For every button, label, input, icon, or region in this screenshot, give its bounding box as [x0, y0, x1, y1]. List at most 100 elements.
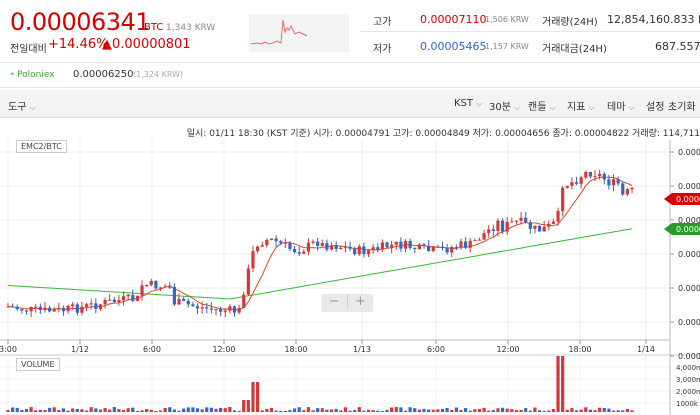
candle-body [473, 240, 477, 242]
low-krw: 1,157 KRW [485, 42, 529, 51]
candle-body [464, 241, 468, 248]
volume-bar [537, 410, 542, 412]
candle-body [38, 306, 42, 311]
time-tick-label: 3:00 [0, 345, 17, 354]
volume-bar [353, 410, 357, 412]
candle-body [496, 220, 500, 231]
volume-bar [283, 410, 287, 412]
volume-bar [297, 407, 301, 412]
time-tick-label: 1/12 [71, 345, 89, 354]
volume-bar [611, 410, 616, 412]
candle-body [103, 300, 107, 305]
volume-bar [52, 407, 56, 412]
volume-bar [574, 410, 579, 412]
candle-body [214, 309, 218, 311]
interval-label: 30분 [489, 102, 511, 113]
volume-bars-layer [6, 356, 634, 412]
candle-body [98, 304, 103, 309]
candle-body [177, 298, 181, 305]
candle-body [561, 187, 565, 211]
sparkline-chart [249, 14, 349, 52]
volume-bar [450, 409, 454, 412]
sparkline-svg [250, 19, 308, 45]
volume-bar [195, 408, 200, 412]
chevron-down-icon: ⌵ [29, 103, 36, 112]
candle-body [135, 295, 140, 301]
low-value: 0.00005465 [420, 40, 487, 53]
interval-select[interactable]: 30분 ⌵ [489, 98, 520, 113]
candle-body [607, 179, 611, 186]
volume-bar [602, 407, 606, 412]
volume-bar [265, 408, 269, 412]
exchange-price: 0.00006250 [73, 69, 134, 80]
candle-body [505, 221, 509, 232]
volume-bar [306, 407, 311, 412]
settings-button[interactable]: 설정 [646, 102, 665, 113]
candle-body [274, 238, 278, 242]
candle-body [602, 173, 606, 180]
candle-body [450, 246, 454, 253]
volume-bar [593, 410, 597, 412]
candle-body [43, 307, 47, 311]
candle-body [510, 221, 514, 223]
candle-body [584, 171, 588, 178]
volume-bar [607, 408, 611, 412]
candle-body [422, 244, 426, 246]
volume-bar [579, 409, 583, 412]
timezone-label: KST [454, 98, 474, 109]
candle-body [145, 285, 149, 287]
time-tick-label: 6:00 [143, 345, 161, 354]
volume-bar [380, 410, 384, 412]
zoom-out-button[interactable]: − [328, 294, 340, 309]
volume-bar [163, 407, 167, 412]
current-price: 0.00006341 [10, 8, 151, 36]
candle-body [385, 242, 389, 248]
volume-bar [223, 408, 227, 412]
candlestick-chart[interactable]: 0.000070.000060.000060.000050.000050.000… [0, 118, 700, 415]
candle-body [362, 246, 366, 255]
chart-type-select[interactable]: 캔들 ⌵ [528, 98, 556, 113]
volume-bar [112, 407, 116, 412]
tools-menu[interactable]: 도구 ⌵ [8, 98, 36, 113]
volume-bar [145, 409, 149, 412]
candle-body [519, 217, 523, 221]
price-tick-label: 0.00005 [678, 250, 700, 259]
candle-body [399, 241, 403, 249]
volume-bar [343, 407, 348, 412]
chevron-down-icon: ⌵ [628, 103, 635, 112]
candle-body [579, 177, 583, 184]
theme-select[interactable]: 테마 ⌵ [607, 98, 635, 113]
chevron-down-icon: ⌵ [514, 103, 521, 112]
candle-body [228, 306, 232, 311]
candle-body [168, 286, 172, 288]
candle-body [94, 303, 98, 309]
volume-bar [482, 407, 486, 412]
candle-body [297, 252, 301, 254]
candle-body [334, 245, 338, 249]
volume-bar [34, 410, 38, 412]
candle-body [574, 182, 579, 184]
volume-bar [487, 410, 491, 412]
candle-body [625, 189, 629, 195]
volume-bar [80, 409, 84, 412]
candle-body [256, 246, 260, 252]
candle-body [154, 280, 158, 289]
volume-bar [445, 408, 449, 412]
volume-bar [260, 410, 264, 412]
volume-bar [533, 407, 537, 412]
reset-button[interactable]: 초기화 [668, 102, 696, 113]
volume-bar [417, 409, 421, 412]
volume-bar [584, 407, 588, 412]
timezone-select[interactable]: KST ⌵ [454, 98, 482, 109]
candle-body [380, 242, 384, 250]
volume-bar [320, 408, 324, 412]
volume-bar [366, 409, 371, 412]
exchange-name[interactable]: Poloniex [17, 70, 55, 80]
indicator-select[interactable]: 지표 ⌵ [567, 98, 595, 113]
candle-body [66, 305, 70, 312]
volume-bar [302, 410, 306, 412]
volume-bar [348, 410, 352, 412]
zoom-in-button[interactable]: + [347, 294, 373, 309]
volume-bar [519, 410, 523, 412]
change-label: 전일대비 [10, 44, 47, 55]
